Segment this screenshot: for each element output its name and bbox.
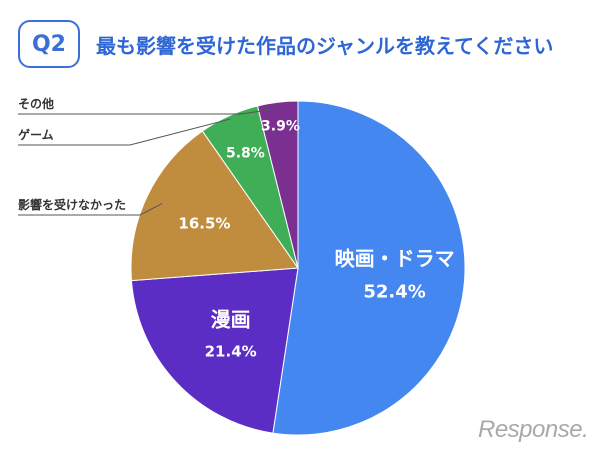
pie-slice-other — [256, 100, 299, 269]
slice-name-manga: 漫画 — [211, 307, 251, 331]
slice-value-movie-drama: 52.4% — [363, 281, 425, 302]
leader-line-game — [18, 118, 231, 146]
slice-value-manga: 21.4% — [205, 342, 257, 360]
pie-slice-manga — [130, 267, 299, 434]
callout-label-other: その他 — [18, 96, 54, 111]
slice-labels: 映画・ドラマ 52.4% 漫画 21.4% 16.5% 5.8% 3.9% — [178, 118, 454, 360]
slice-name-movie-drama: 映画・ドラマ — [335, 246, 455, 270]
slice-value-game: 5.8% — [226, 145, 265, 161]
slice-value-not-influenced: 16.5% — [178, 215, 230, 233]
question-title: 最も影響を受けた作品のジャンルを教えてください — [96, 34, 554, 58]
leader-line-not-influenced — [18, 203, 163, 216]
pie-slice-not-influenced — [130, 130, 299, 282]
callout-label-not-influenced: 影響を受けなかった — [18, 197, 126, 212]
slice-value-other: 3.9% — [261, 118, 300, 134]
leader-line-other — [18, 108, 279, 115]
pie-slice-movie-drama — [272, 100, 466, 436]
callout-label-game: ゲーム — [18, 127, 54, 142]
header: Q2 最も影響を受けた作品のジャンルを教えてください — [0, 0, 600, 80]
pie-slices — [130, 100, 466, 436]
watermark-logo: Response. — [478, 416, 589, 443]
question-badge: Q2 — [18, 20, 80, 68]
